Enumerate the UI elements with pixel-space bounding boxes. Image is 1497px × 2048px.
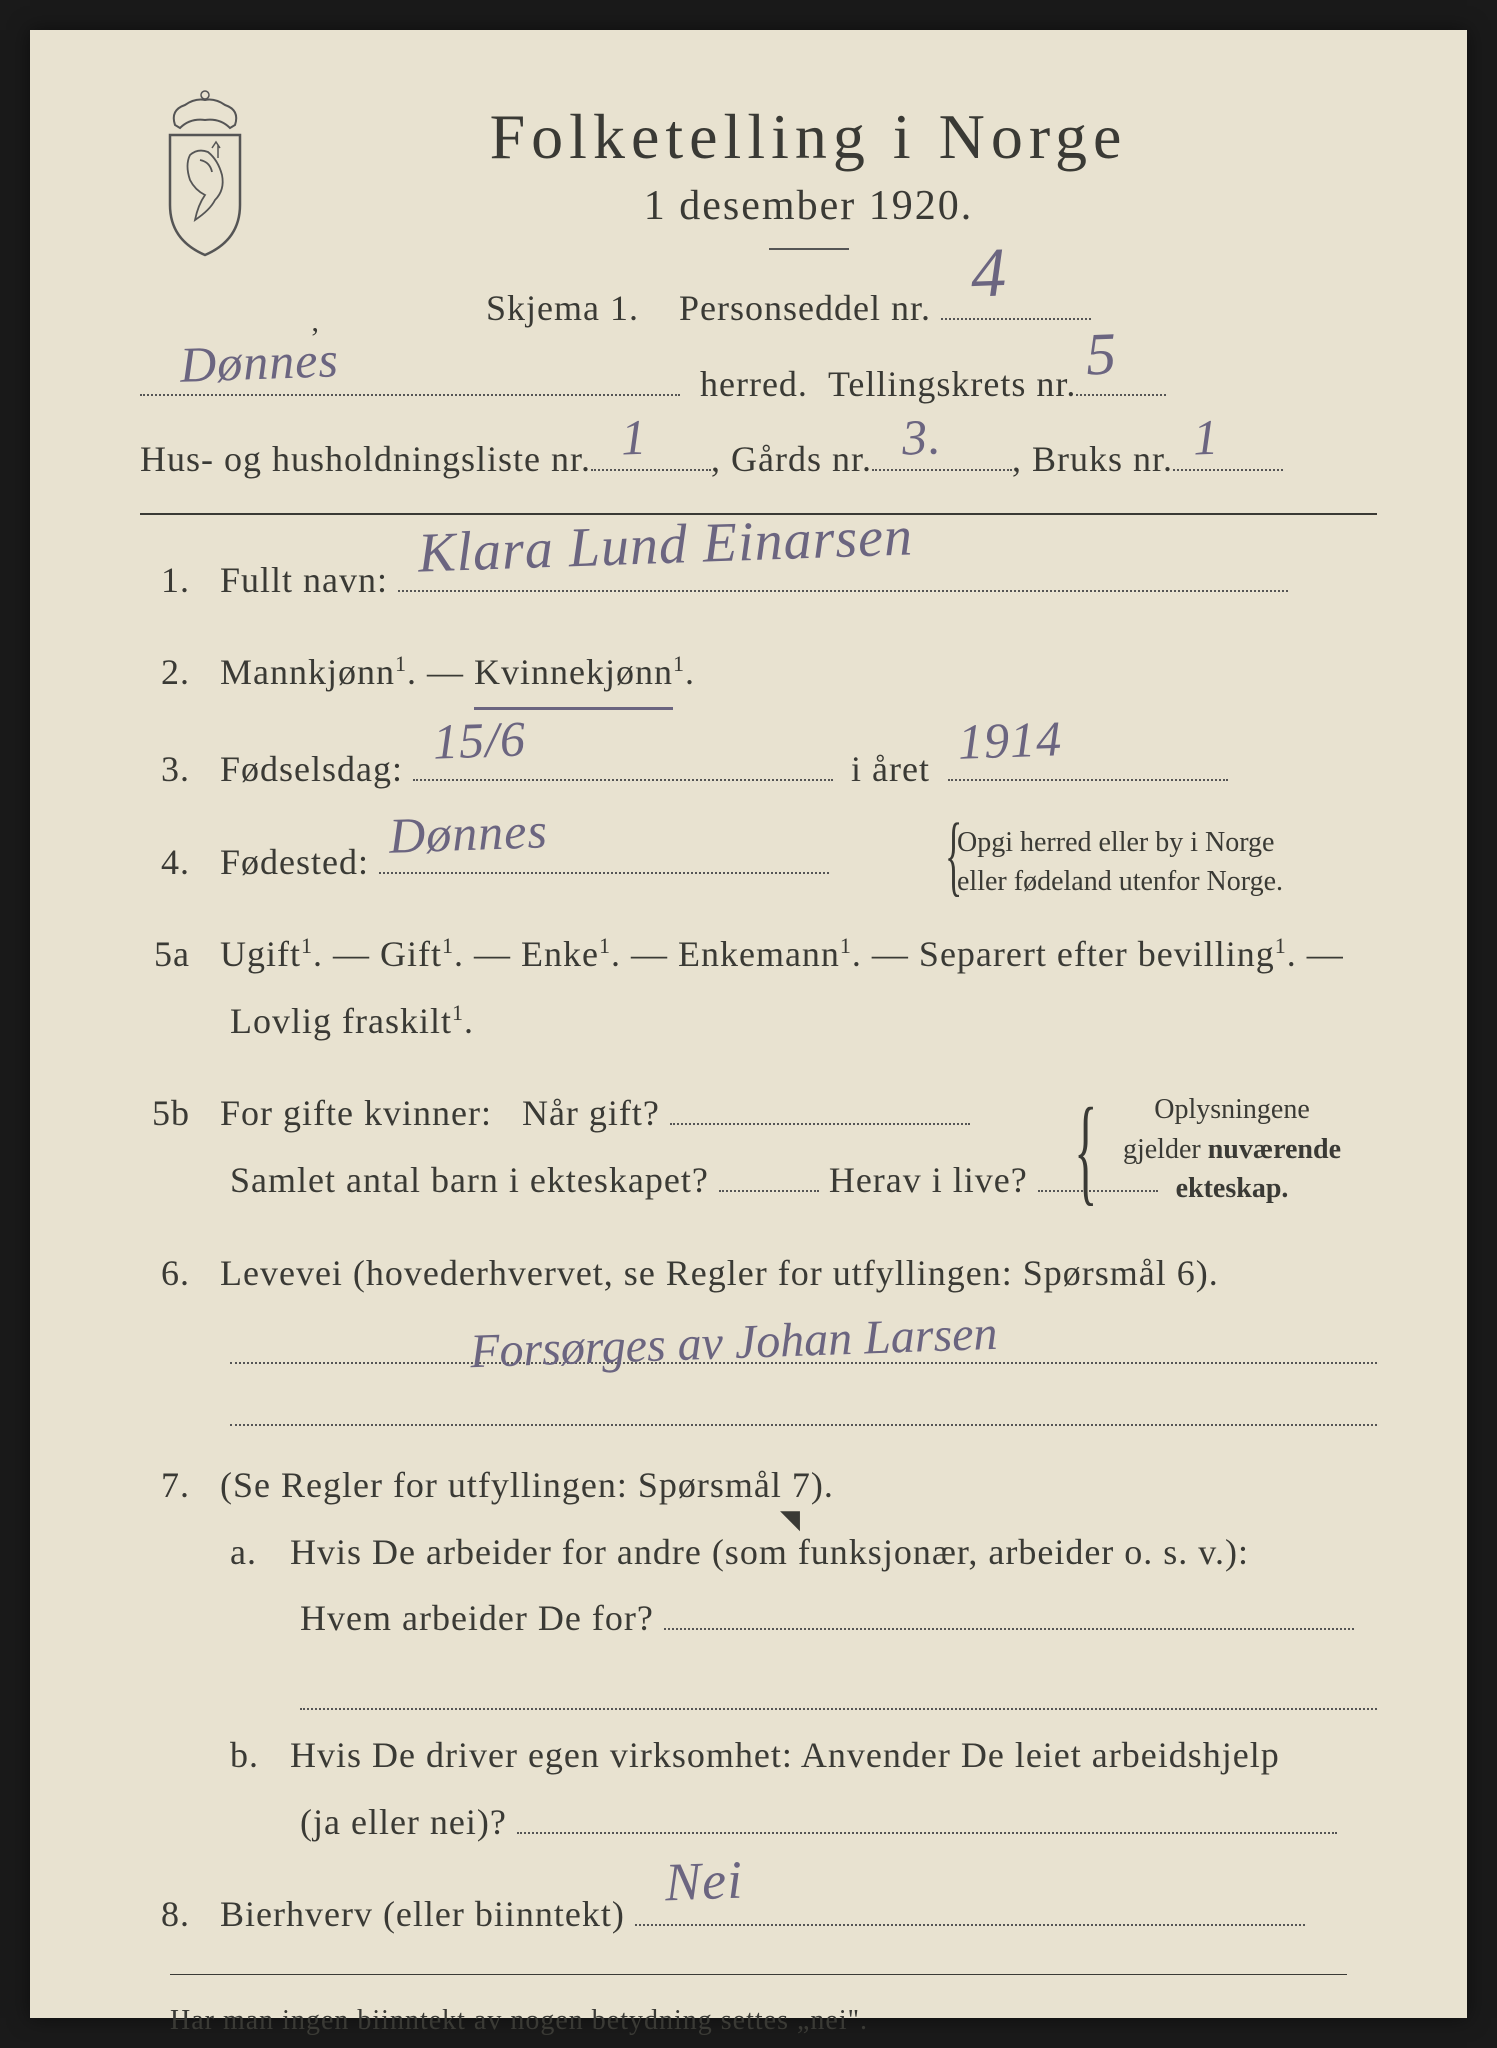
q7a-num: a. <box>230 1519 280 1586</box>
q8-num: 8. <box>140 1881 210 1948</box>
q2-opt-a: Mannkjønn <box>220 652 395 692</box>
q7a-line2: Hvem arbeider De for? <box>300 1598 654 1638</box>
husliste-field: 1 <box>591 432 711 472</box>
q4-note: { Opgi herred eller by i Norge eller fød… <box>957 823 1377 901</box>
q1-label: Fullt navn: <box>220 560 388 600</box>
husliste-label: Hus- og husholdningsliste nr. <box>140 431 591 489</box>
q3-year-label: i året <box>851 749 930 789</box>
q7b-line1: Hvis De driver egen virksomhet: Anvender… <box>290 1735 1280 1775</box>
q7a-field-2 <box>300 1660 1377 1710</box>
q5a-opt2: Gift <box>380 934 442 974</box>
q4-label: Fødested: <box>220 842 369 882</box>
q4-value: Dønnes <box>387 784 549 882</box>
q3-day-field: 15/6 <box>413 741 833 781</box>
q8: 8. Bierhverv (eller biinntekt) Nei <box>140 1881 1377 1948</box>
q5b-note-3: ekteskap. <box>1087 1169 1377 1208</box>
tellingskrets-label: Tellingskrets nr. <box>828 356 1076 414</box>
header: Folketelling i Norge 1 desember 1920. <box>140 100 1377 250</box>
q3-year-field: 1914 <box>948 741 1228 781</box>
q6-label: Levevei (hovederhvervet, se Regler for u… <box>220 1253 1219 1293</box>
personseddel-label: Personseddel nr. <box>679 288 931 328</box>
q4-note-line1: Opgi herred eller by i Norge <box>957 823 1377 862</box>
q5b-live-label: Herav i live? <box>829 1160 1028 1200</box>
q7b-line2: (ja eller nei)? <box>300 1802 507 1842</box>
q5a-opt4: Enkemann <box>678 934 840 974</box>
q3-day-value: 15/6 <box>431 693 527 789</box>
herred-field: Dønnes <box>140 356 680 396</box>
q4: 4. Fødested: Dønnes { Opgi herred eller … <box>140 829 1377 896</box>
q2-num: 2. <box>140 639 210 706</box>
q5b-note: { Oplysningene gjelder nuværende ekteska… <box>1087 1090 1377 1208</box>
main-title: Folketelling i Norge <box>240 100 1377 174</box>
gards-field: 3. <box>872 432 1012 472</box>
personseddel-value: 4 <box>969 217 1009 330</box>
q3-num: 3. <box>140 736 210 803</box>
separator-2 <box>170 1974 1347 1975</box>
q5a: 5a Ugift1. — Gift1. — Enke1. — Enkemann1… <box>140 921 1377 1054</box>
q5b-note-1: Oplysningene <box>1087 1090 1377 1129</box>
q5b: 5b For gifte kvinner: Når gift? Samlet a… <box>140 1080 1377 1213</box>
q5a-num: 5a <box>140 921 210 988</box>
q8-value: Nei <box>663 1831 744 1934</box>
q7-num: 7. <box>140 1452 210 1519</box>
q3-year-value: 1914 <box>956 693 1063 789</box>
q5b-barn-field <box>719 1152 819 1192</box>
q5b-num: 5b <box>140 1080 210 1147</box>
q5b-gift-label: Når gift? <box>522 1093 660 1133</box>
q5b-note-2: gjelder nuværende <box>1087 1130 1377 1169</box>
personseddel-field: 4 <box>941 280 1091 320</box>
q3-label: Fødselsdag: <box>220 749 403 789</box>
q5b-label: For gifte kvinner: <box>220 1093 492 1133</box>
q8-field: Nei <box>635 1887 1305 1927</box>
liste-row: Hus- og husholdningsliste nr. 1 , Gårds … <box>140 431 1377 489</box>
herred-label: herred. <box>700 356 808 414</box>
q1-num: 1. <box>140 547 210 614</box>
footnote: Har man ingen biinntekt av nogen betydni… <box>140 2005 1377 2037</box>
q5a-opt5: Separert efter bevilling <box>919 934 1275 974</box>
q4-note-line2: eller fødeland utenfor Norge. <box>957 862 1377 901</box>
q6-field-2 <box>230 1376 1377 1426</box>
tellingskrets-value: 5 <box>1085 305 1119 402</box>
q4-field: Dønnes <box>379 834 829 874</box>
q4-num: 4. <box>140 829 210 896</box>
gards-label: , Gårds nr. <box>711 431 872 489</box>
bruks-field: 1 <box>1173 432 1283 472</box>
gards-value: 3. <box>901 397 943 478</box>
q7b-field <box>517 1794 1337 1834</box>
bruks-label: , Bruks nr. <box>1012 431 1173 489</box>
q3: 3. Fødselsdag: 15/6 i året 1914 <box>140 736 1377 803</box>
tellingskrets-field: 5 <box>1076 356 1166 396</box>
q1-field: Klara Lund Einarsen <box>398 552 1288 592</box>
q7: 7. (Se Regler for utfyllingen: Spørsmål … <box>140 1452 1377 1855</box>
q5a-opt1: Ugift <box>220 934 301 974</box>
census-form-page: Folketelling i Norge 1 desember 1920. ‚ … <box>30 30 1467 2018</box>
q6-num: 6. <box>140 1240 210 1307</box>
skjema-label: Skjema 1. <box>486 288 639 328</box>
herred-value: Dønnes <box>179 319 340 404</box>
bruks-value: 1 <box>1192 397 1221 478</box>
q6-field-1: Forsørges av Johan Larsen <box>230 1314 1377 1364</box>
q5b-barn-label: Samlet antal barn i ekteskapet? <box>230 1160 709 1200</box>
q7b-num: b. <box>230 1722 280 1789</box>
husliste-value: 1 <box>620 397 649 478</box>
subtitle: 1 desember 1920. <box>240 182 1377 230</box>
q2: 2. Mannkjønn1. — Kvinnekjønn1. <box>140 639 1377 710</box>
q8-label: Bierhverv (eller biinntekt) <box>220 1894 625 1934</box>
q1-value: Klara Lund Einarsen <box>416 486 914 607</box>
q5a-opt3: Enke <box>521 934 599 974</box>
coat-of-arms-icon <box>140 90 270 260</box>
q7-label: (Se Regler for utfyllingen: Spørsmål 7). <box>220 1465 834 1505</box>
q5b-gift-field <box>670 1086 970 1126</box>
title-block: Folketelling i Norge 1 desember 1920. <box>140 100 1377 250</box>
q6: 6. Levevei (hovederhvervet, se Regler fo… <box>140 1240 1377 1427</box>
q6-value: Forsørges av Johan Larsen <box>469 1306 998 1379</box>
q5a-opt6: Lovlig fraskilt <box>230 1001 452 1041</box>
q7a-field <box>664 1591 1354 1631</box>
q7a-line1: Hvis De arbeider for andre (som funksjon… <box>290 1532 1249 1572</box>
title-rule <box>769 248 849 250</box>
q1: 1. Fullt navn: Klara Lund Einarsen <box>140 547 1377 614</box>
